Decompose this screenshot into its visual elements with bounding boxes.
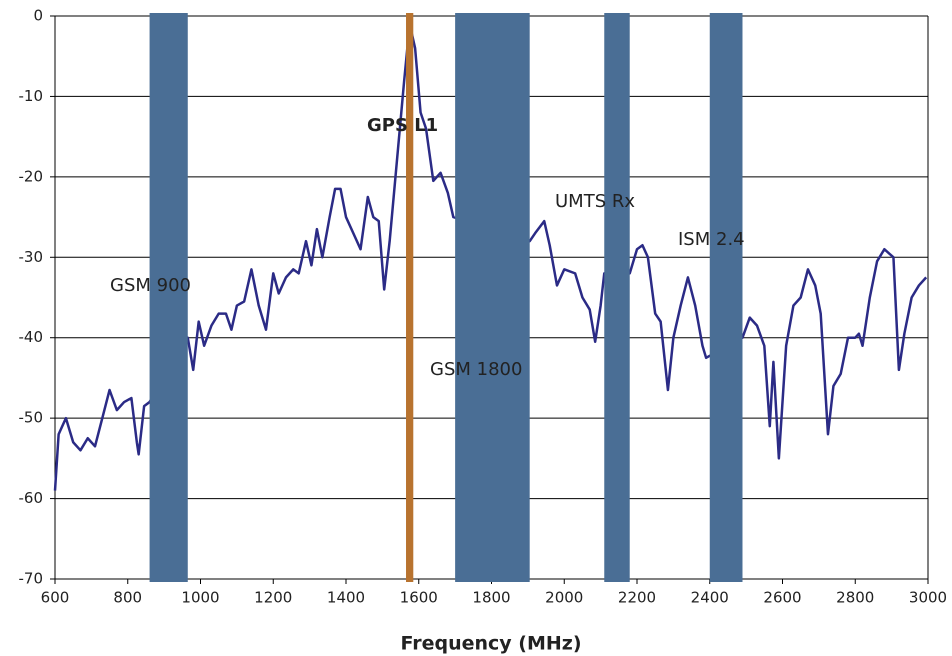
y-tick-label: -20	[19, 167, 44, 185]
x-tick-label: 800	[113, 589, 142, 607]
band-label: ISM 2.4	[678, 229, 745, 250]
data-line	[53, 22, 928, 491]
band-label: UMTS Rx	[555, 191, 635, 212]
band-label: GSM 900	[110, 275, 191, 296]
y-tick-label: -30	[19, 248, 44, 266]
band-label: GPS L1	[367, 115, 438, 136]
band-label: GSM 1800	[430, 359, 522, 380]
band	[604, 13, 630, 582]
x-tick-label: 1000	[181, 589, 219, 607]
x-tick-label: 2000	[545, 589, 583, 607]
x-tick-label: 1400	[327, 589, 365, 607]
band	[709, 13, 743, 582]
x-axis-title: Frequency (MHz)	[400, 633, 581, 655]
y-tick-label: -10	[19, 87, 44, 105]
y-tick-label: -60	[19, 489, 44, 507]
x-tick-label: 2400	[691, 589, 729, 607]
band	[149, 13, 188, 582]
x-tick-label: 1600	[400, 589, 438, 607]
y-tick-label: -70	[19, 570, 44, 588]
x-tick-label: 1800	[472, 589, 510, 607]
x-tick-label: 2600	[763, 589, 801, 607]
x-tick-label: 2200	[618, 589, 656, 607]
band	[455, 13, 530, 582]
y-tick-label: -40	[19, 328, 44, 346]
y-tick-label: 0	[33, 7, 43, 25]
y-tick-label: -50	[19, 409, 44, 427]
x-tick-label: 1200	[254, 589, 292, 607]
x-tick-label: 2800	[836, 589, 874, 607]
x-tick-label: 600	[41, 589, 70, 607]
band	[406, 13, 414, 582]
x-tick-label: 3000	[909, 589, 947, 607]
